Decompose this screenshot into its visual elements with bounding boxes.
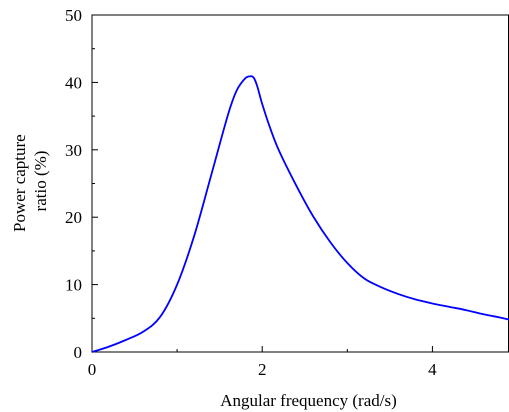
series-group xyxy=(91,75,509,353)
x-tick-label: 2 xyxy=(258,360,267,379)
series-line-0 xyxy=(91,75,509,353)
y-tick-label: 50 xyxy=(65,6,82,25)
y-tick-label: 10 xyxy=(65,276,82,295)
y-tick-label: 0 xyxy=(74,343,83,362)
x-tick-label: 0 xyxy=(88,360,97,379)
plot-border xyxy=(91,14,509,353)
y-axis-title-line-2: ratio (%) xyxy=(31,151,50,212)
plot-frame xyxy=(91,14,509,353)
y-axis-title: Power capture ratio (%) xyxy=(10,130,50,232)
axis-ticks xyxy=(91,14,433,353)
x-axis-title: Angular frequency (rad/s) xyxy=(220,391,397,410)
x-tick-label: 4 xyxy=(428,360,437,379)
y-tick-label: 40 xyxy=(65,73,82,92)
y-axis-title-line-1: Power capture xyxy=(10,134,29,232)
y-tick-label: 30 xyxy=(65,141,82,160)
y-tick-label: 20 xyxy=(65,208,82,227)
